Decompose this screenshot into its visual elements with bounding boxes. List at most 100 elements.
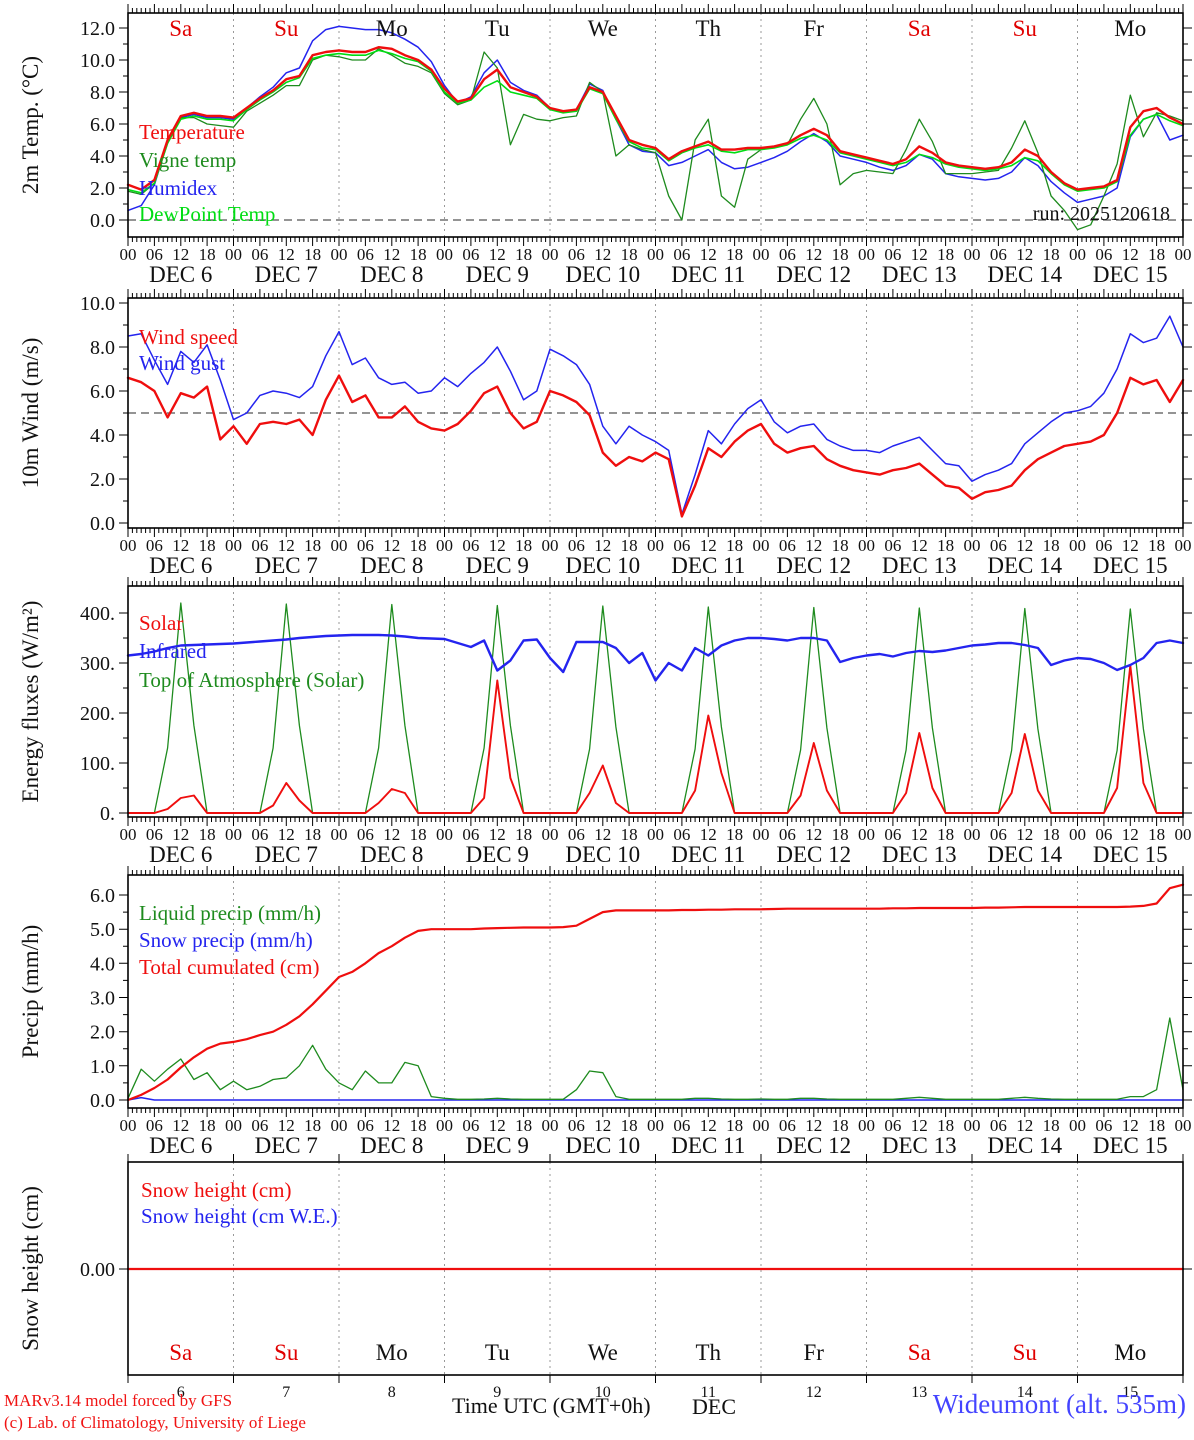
svg-text:00: 00 [647,245,664,264]
svg-text:12: 12 [1016,825,1033,844]
svg-text:10: 10 [595,1384,611,1401]
svg-text:00: 00 [1175,1116,1192,1135]
legend-total-cumulated: Total cumulated (cm) [139,955,320,979]
svg-text:00: 00 [647,536,664,555]
svg-text:DEC 9: DEC 9 [466,1133,529,1158]
svg-text:DEC 13: DEC 13 [882,553,957,578]
legend-temperature: Temperature [139,120,245,144]
svg-text:Su: Su [1013,16,1038,41]
svg-text:DEC 12: DEC 12 [776,553,851,578]
svg-text:18: 18 [304,245,321,264]
svg-text:18: 18 [832,1116,849,1135]
svg-text:00: 00 [1069,825,1086,844]
time-axis-title: Time UTC (GMT+0h) [452,1393,651,1418]
svg-text:06: 06 [146,1116,163,1135]
svg-text:Mo: Mo [1114,1340,1146,1365]
svg-text:Tu: Tu [485,1340,510,1365]
svg-text:DEC 13: DEC 13 [882,842,957,867]
svg-text:We: We [588,16,618,41]
month-label: DEC [692,1394,736,1419]
svg-text:DEC 6: DEC 6 [149,553,212,578]
svg-text:00: 00 [331,245,348,264]
svg-text:DEC 14: DEC 14 [987,842,1062,867]
svg-text:2m Temp. (°C): 2m Temp. (°C) [18,56,43,194]
svg-text:00: 00 [331,536,348,555]
svg-text:06: 06 [251,825,268,844]
svg-text:400.: 400. [80,603,115,625]
svg-text:18: 18 [937,536,954,555]
legend-dewpoint-temp: DewPoint Temp [139,202,276,226]
svg-text:18: 18 [515,245,532,264]
svg-text:Sa: Sa [169,1340,192,1365]
svg-text:300.: 300. [80,653,115,675]
svg-text:06: 06 [779,825,796,844]
svg-text:00: 00 [542,825,559,844]
svg-text:0.00: 0.00 [80,1259,115,1281]
svg-text:DEC 15: DEC 15 [1093,842,1168,867]
svg-text:12: 12 [172,536,189,555]
svg-text:DEC 11: DEC 11 [671,1133,745,1158]
svg-text:18: 18 [726,825,743,844]
svg-text:00: 00 [436,825,453,844]
svg-text:12: 12 [278,825,295,844]
svg-text:18: 18 [1148,536,1165,555]
svg-text:12: 12 [278,1116,295,1135]
svg-text:06: 06 [990,245,1007,264]
svg-text:DEC 13: DEC 13 [882,262,957,287]
svg-text:06: 06 [1095,245,1112,264]
svg-text:12: 12 [489,825,506,844]
svg-text:18: 18 [410,1116,427,1135]
svg-text:Mo: Mo [376,1340,408,1365]
svg-text:00: 00 [858,536,875,555]
svg-text:12: 12 [700,245,717,264]
svg-text:12: 12 [1016,1116,1033,1135]
svg-text:00: 00 [120,825,137,844]
legend-vigne-temp: Vigne temp [139,148,237,172]
svg-text:00: 00 [647,1116,664,1135]
svg-text:Sa: Sa [908,1340,931,1365]
legend-toa-solar: Top of Atmosphere (Solar) [139,668,365,692]
svg-text:DEC 9: DEC 9 [466,842,529,867]
svg-text:06: 06 [146,536,163,555]
svg-text:Su: Su [274,1340,299,1365]
svg-text:DEC 8: DEC 8 [360,262,423,287]
svg-text:12: 12 [278,245,295,264]
svg-text:18: 18 [726,245,743,264]
svg-text:00: 00 [964,825,981,844]
svg-text:Snow height (cm): Snow height (cm) [18,1186,43,1351]
svg-text:Mo: Mo [376,16,408,41]
svg-text:10m Wind (m/s): 10m Wind (m/s) [18,338,43,489]
svg-text:06: 06 [146,825,163,844]
svg-text:00: 00 [753,536,770,555]
svg-text:DEC 7: DEC 7 [255,553,318,578]
svg-text:6.0: 6.0 [90,885,115,907]
svg-text:Energy fluxes (W/m²): Energy fluxes (W/m²) [18,601,43,803]
svg-text:06: 06 [1095,825,1112,844]
svg-text:00: 00 [1069,245,1086,264]
svg-text:12: 12 [1122,536,1139,555]
svg-text:06: 06 [990,1116,1007,1135]
svg-text:12: 12 [172,825,189,844]
svg-text:00: 00 [964,536,981,555]
svg-text:18: 18 [937,825,954,844]
svg-text:DEC 9: DEC 9 [466,262,529,287]
svg-text:18: 18 [515,1116,532,1135]
svg-text:DEC 15: DEC 15 [1093,262,1168,287]
svg-text:18: 18 [515,536,532,555]
svg-text:6.0: 6.0 [90,381,115,403]
svg-text:Fr: Fr [804,1340,825,1365]
svg-text:DEC 10: DEC 10 [565,1133,640,1158]
svg-text:12: 12 [911,825,928,844]
svg-text:12: 12 [1016,245,1033,264]
svg-text:Th: Th [695,1340,721,1365]
svg-text:00: 00 [858,825,875,844]
svg-text:12.0: 12.0 [80,18,115,40]
svg-text:DEC 7: DEC 7 [255,262,318,287]
svg-text:18: 18 [304,536,321,555]
svg-text:00: 00 [225,1116,242,1135]
svg-text:10.0: 10.0 [80,50,115,72]
svg-text:06: 06 [357,1116,374,1135]
svg-text:18: 18 [410,536,427,555]
svg-text:DEC 10: DEC 10 [565,553,640,578]
